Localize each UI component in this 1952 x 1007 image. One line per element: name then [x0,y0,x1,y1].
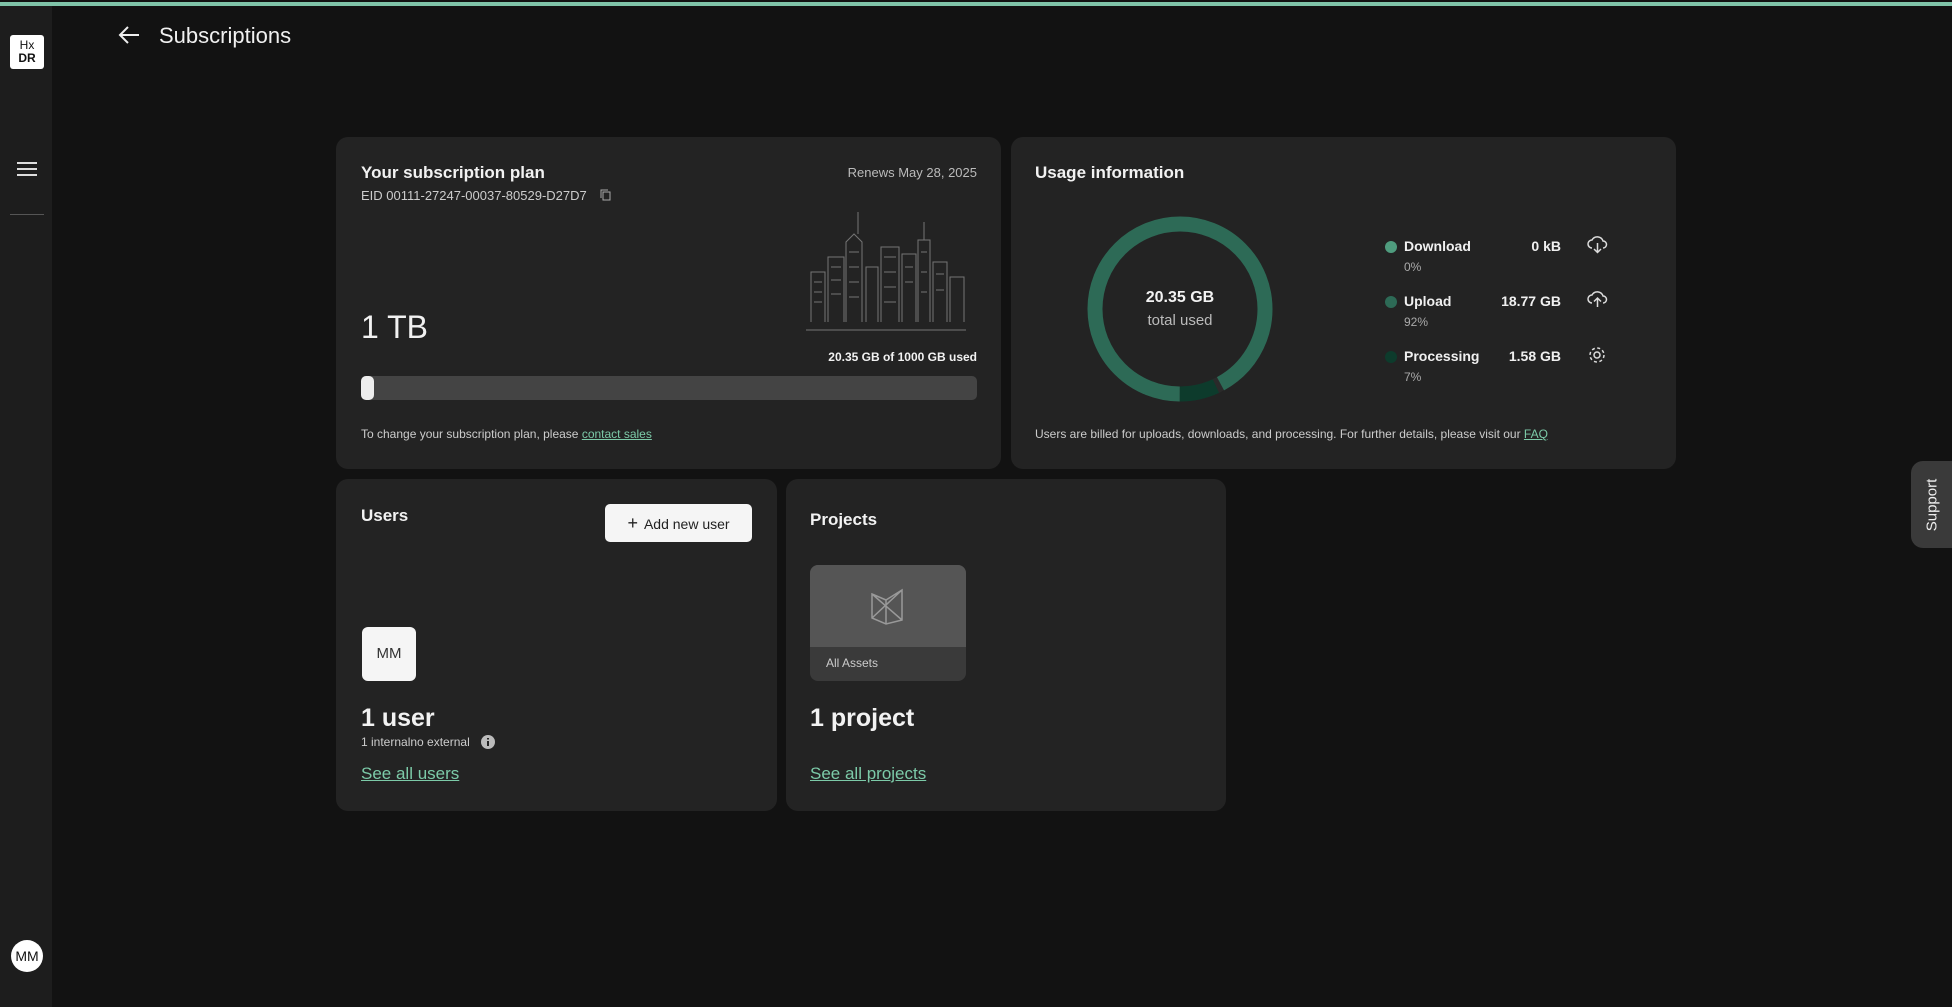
plan-card: Your subscription plan EID 00111-27247-0… [336,137,1001,469]
legend-icon [1589,347,1605,363]
progress-fill [361,376,374,400]
legend-percent: 7% [1404,370,1422,384]
support-label: Support [1923,478,1941,532]
usage-note: Users are billed for uploads, downloads,… [1035,427,1548,441]
eid: EID 00111-27247-00037-80529-D27D7 [361,188,612,203]
logo-top: Hx [19,38,35,52]
plan-note-text: To change your subscription plan, please [361,427,582,441]
projects-card: Projects All Assets 1 project See all pr… [786,479,1226,811]
sidebar: Hx DR MM [0,6,52,1007]
users-card: Users + Add new user MM 1 user 1 internal… [336,479,777,811]
city-illustration [806,212,966,331]
donut-label: total used [1147,312,1212,329]
plus-icon: + [627,513,638,533]
legend-row: Processing 1.58 GB 7% [1381,345,1611,395]
donut-total: 20.35 GB [1146,289,1214,306]
legend-row: Upload 18.77 GB 92% [1381,290,1611,340]
legend-amount: 1.58 GB [1508,348,1561,364]
see-all-users[interactable]: See all users [361,764,460,783]
assets-icon [871,588,903,625]
see-all-projects[interactable]: See all projects [810,764,927,783]
legend-icon [1587,291,1608,307]
legend-amount: 0 kB [1531,238,1561,254]
usage-text: 20.35 GB of 1000 GB used [828,350,977,364]
usage-card: Usage information 20.35 GB total used Do… [1011,137,1676,469]
legend-amount: 18.77 GB [1501,293,1561,309]
back-arrow[interactable] [117,24,141,46]
user-detail-text: 1 internalno external [361,735,470,749]
capacity: 1 TB [361,309,428,345]
add-user-button[interactable]: + Add new user [605,504,752,542]
donut-segment [1087,216,1273,402]
usage-note-text: Users are billed for uploads, downloads,… [1035,427,1524,441]
legend-row: Download 0 kB 0% [1381,235,1611,285]
menu-icon[interactable] [16,160,38,178]
usage-title: Usage information [1035,163,1185,182]
user-detail: 1 internalno external [361,735,496,749]
usage-donut: 20.35 GB total used [1087,216,1273,402]
users-title: Users [361,506,409,525]
add-user-label: Add new user [643,516,730,532]
plan-note: To change your subscription plan, please… [361,427,652,441]
info-icon[interactable] [481,735,496,749]
avatar[interactable]: MM [11,940,43,972]
contact-sales-link[interactable]: contact sales [581,427,652,441]
usage-legend: Download 0 kB 0% Upload 18.77 GB 92% Processin… [1381,235,1611,385]
eid-text: EID 00111-27247-00037-80529-D27D7 [361,188,587,203]
top-accent [0,2,1952,6]
donut-segment [1087,216,1273,402]
legend-name: Processing [1404,348,1480,364]
legend-dot [1385,241,1397,253]
logo-bottom: DR [18,51,36,65]
legend-percent: 0% [1404,260,1422,274]
project-count: 1 project [810,704,915,732]
user-avatar: MM [362,627,416,681]
thumbnail-label: All Assets [826,656,879,670]
progress-track [361,376,977,400]
copy-icon[interactable] [600,189,612,201]
user-count: 1 user [361,704,435,732]
logo[interactable]: Hx DR [10,35,44,69]
thumbnail-top [810,565,966,647]
legend-name: Upload [1404,293,1452,309]
divider [10,214,44,215]
project-thumbnail[interactable]: All Assets [810,565,966,681]
legend-icon [1587,236,1608,254]
support-tab[interactable]: Support [1911,461,1952,548]
legend-percent: 92% [1404,315,1429,329]
faq-link[interactable]: FAQ [1523,427,1548,441]
renews: Renews May 28, 2025 [847,165,977,180]
projects-title: Projects [810,510,878,529]
legend-name: Download [1404,238,1471,254]
legend-dot [1385,351,1397,363]
plan-title: Your subscription plan [361,163,545,182]
page-title: Subscriptions [159,23,292,48]
legend-dot [1385,296,1397,308]
